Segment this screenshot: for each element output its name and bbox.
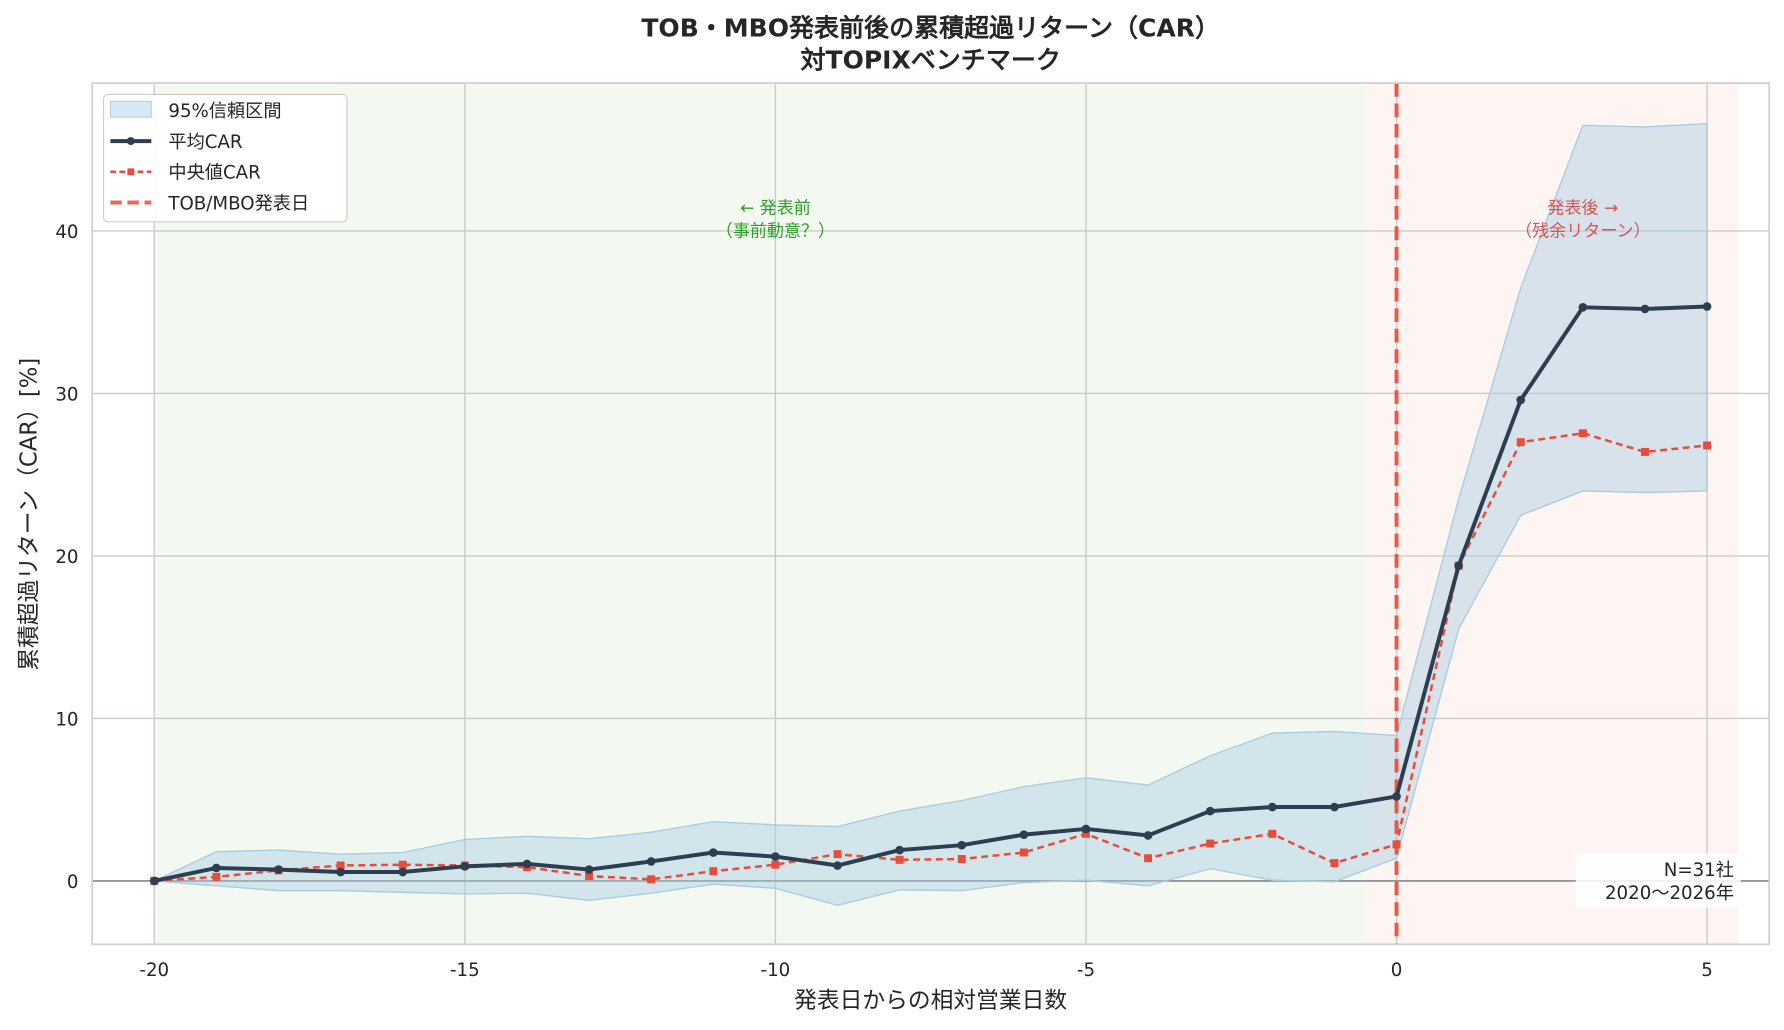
axis-ticks: -20 -15 -10 -5 0 5 0 10 20 30 40: [55, 222, 1713, 981]
median-point: [1206, 839, 1215, 848]
median-point: [1330, 859, 1339, 868]
legend-marker-median: [127, 168, 135, 176]
legend-ci: 95%信頼区間: [168, 101, 281, 122]
y-tick-label: 20: [55, 547, 78, 568]
y-tick-label: 30: [55, 384, 78, 405]
mean-line: [153, 304, 1708, 883]
median-point: [833, 850, 842, 859]
annotation-line1: 発表後 →: [1547, 199, 1618, 219]
mean-point: [1640, 304, 1650, 314]
y-tick-label: 0: [67, 872, 79, 893]
mean-point: [584, 865, 594, 874]
mean-point: [398, 867, 408, 877]
median-point: [212, 872, 221, 881]
x-axis-label: 発表日からの相対営業日数: [794, 988, 1067, 1014]
note-n: N=31社: [1664, 860, 1734, 881]
mean-point: [1267, 802, 1277, 812]
median-point: [1640, 447, 1649, 456]
mean-point: [646, 857, 656, 866]
x-tick-label: -5: [1077, 960, 1095, 981]
median-point: [771, 860, 780, 869]
legend-marker-mean: [126, 137, 135, 146]
mean-point: [1205, 806, 1215, 816]
plot-frame: [91, 82, 1771, 946]
shaded-region-1: [1365, 83, 1739, 945]
y-tick-label: 40: [55, 222, 78, 243]
x-tick-label: -15: [450, 960, 480, 981]
median-point: [1019, 848, 1028, 857]
mean-point: [957, 840, 967, 850]
x-tick-label: 5: [1701, 960, 1713, 981]
median-point: [709, 867, 718, 876]
mean-point: [895, 845, 904, 855]
note-period: 2020〜2026年: [1605, 883, 1734, 904]
median-point: [398, 860, 407, 869]
median-point: [336, 861, 345, 870]
mean-point: [1578, 302, 1588, 312]
median-point: [1081, 829, 1090, 838]
legend-median: 中央値CAR: [168, 163, 261, 184]
median-point: [957, 855, 966, 863]
mean-point: [1454, 561, 1463, 571]
annotation-line2: （事前動意？）: [716, 221, 835, 241]
legend-swatch-ci: [109, 100, 152, 118]
y-axis-label: 累積超過リターン（CAR）[%]: [16, 358, 42, 671]
shaded-region-0: [154, 83, 1366, 945]
chart-subtitle: 対TOPIXベンチマーク: [800, 45, 1060, 74]
legend-event: TOB/MBO発表日: [167, 193, 309, 214]
mean-point: [274, 865, 283, 874]
annotation-line1: ← 発表前: [740, 199, 811, 219]
mean-point: [833, 861, 842, 870]
median-point: [1144, 854, 1153, 863]
mean-point: [771, 852, 780, 861]
mean-point: [460, 862, 470, 871]
median-point: [1268, 829, 1277, 838]
mean-point: [212, 863, 221, 873]
mean-point: [336, 867, 345, 877]
median-point: [585, 872, 594, 881]
mean-point: [149, 876, 159, 886]
median-point: [1392, 840, 1401, 849]
mean-point: [1330, 802, 1339, 812]
mean-point: [1143, 831, 1153, 840]
sample-note: N=31社 2020〜2026年: [1575, 853, 1741, 908]
median-point: [1578, 429, 1587, 438]
mean-point: [708, 848, 718, 857]
median-point: [1516, 438, 1525, 447]
x-tick-label: 0: [1391, 960, 1403, 981]
mean-point: [1702, 302, 1712, 311]
legend: 95%信頼区間 平均CAR 中央値CAR TOB/MBO発表日: [102, 93, 348, 223]
chart-title: TOB・MBO発表前後の累積超過リターン（CAR）: [641, 13, 1220, 42]
mean-point: [1516, 395, 1526, 405]
mean-point: [1392, 792, 1401, 801]
median-line: [154, 431, 1708, 883]
mean-point: [1081, 824, 1091, 834]
median-point: [1703, 441, 1712, 450]
mean-point: [522, 859, 532, 869]
x-tick-label: -20: [139, 960, 169, 981]
annotation-line2: （残余リターン）: [1515, 221, 1651, 241]
plot-area: [91, 82, 1771, 946]
median-point: [895, 855, 904, 864]
y-tick-label: 10: [55, 709, 78, 730]
x-tick-label: -10: [761, 960, 791, 981]
legend-mean: 平均CAR: [168, 132, 243, 153]
mean-point: [1019, 830, 1029, 839]
median-point: [647, 875, 656, 884]
